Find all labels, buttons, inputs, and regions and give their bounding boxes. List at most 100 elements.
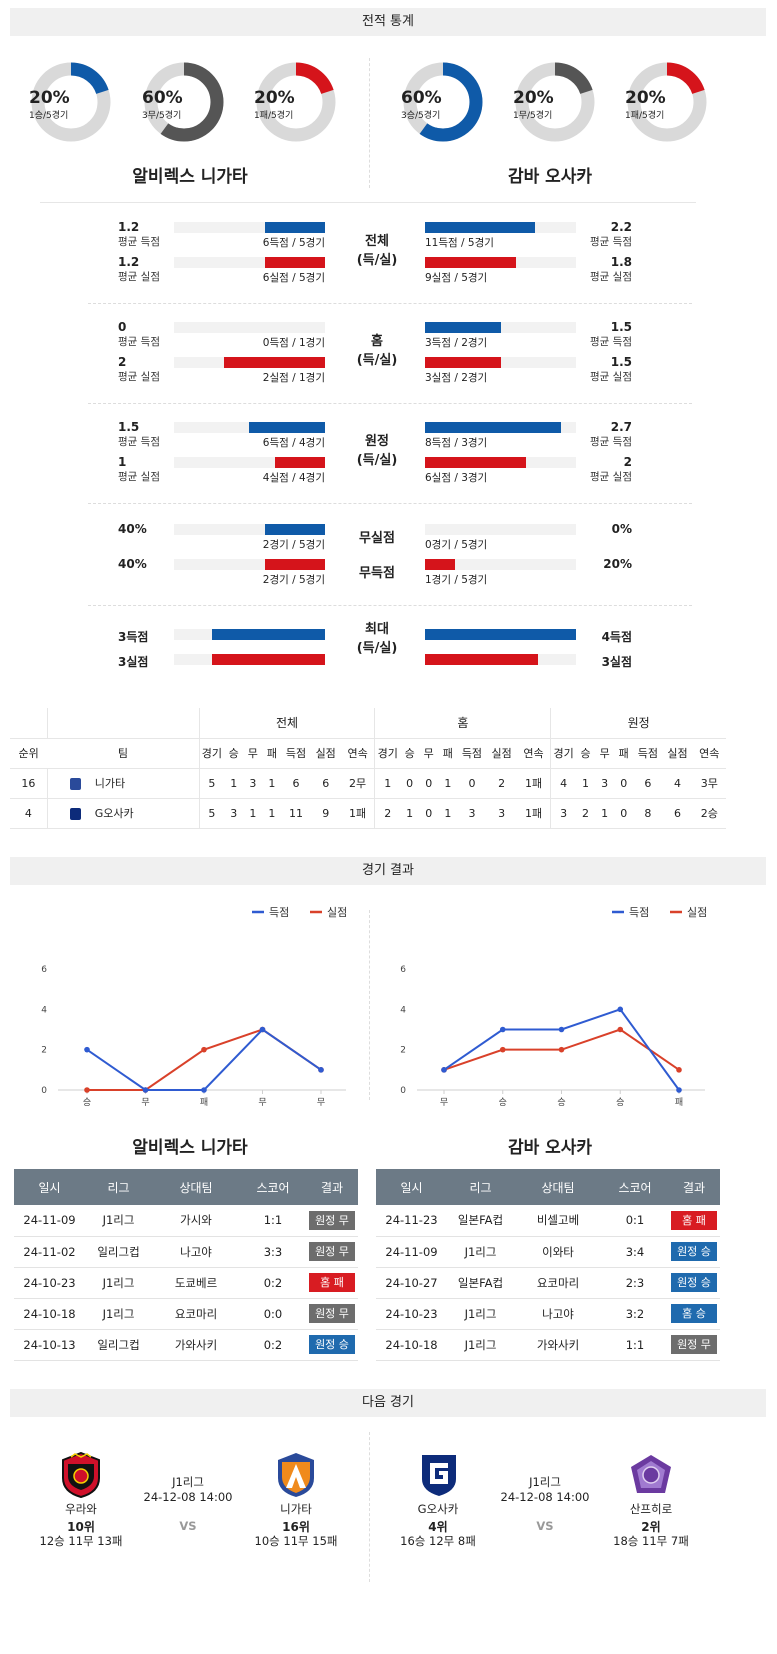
- team-cell[interactable]: 니가타: [47, 768, 200, 799]
- results-cell: 0:2: [240, 1267, 306, 1299]
- home-team-rank: 10위: [67, 1520, 95, 1534]
- bar-track: [174, 322, 325, 333]
- urawa-crest-icon: [62, 1452, 100, 1498]
- standings-header: 무: [595, 738, 615, 769]
- results-header: 상대팀: [152, 1169, 240, 1205]
- left-stat-label: 평균 득점: [118, 236, 160, 248]
- results-section-title: 경기 결과: [10, 857, 766, 885]
- vs-label: VS: [179, 1519, 197, 1533]
- y-tick-label: 2: [41, 1046, 47, 1056]
- next-league: J1리그: [529, 1475, 561, 1489]
- results-cell: 24-11-09: [376, 1236, 447, 1268]
- away-team-record: 18승 11무 7패: [613, 1534, 689, 1548]
- donut-subtitle: 3승/5경기: [401, 111, 441, 121]
- results-row[interactable]: 24-11-02 일리그컵 나고야 3:3 원정 무: [14, 1236, 358, 1268]
- result-badge: 원정 승: [671, 1273, 717, 1292]
- results-cell: 24-11-02: [14, 1236, 85, 1268]
- standings-header: 연속: [340, 738, 376, 769]
- x-tick-label: 승: [83, 1097, 91, 1108]
- standings-cell: 1: [374, 768, 401, 799]
- left-bar-caption: 2경기 / 5경기: [262, 539, 325, 551]
- results-header: 일시: [14, 1169, 85, 1205]
- results-cell: 일본FA컵: [447, 1267, 514, 1299]
- y-tick-label: 6: [41, 965, 47, 975]
- left-stat-bar: [212, 654, 325, 665]
- data-point: [259, 1026, 266, 1033]
- right-stat-label: 평균 득점: [590, 336, 632, 348]
- data-point: [499, 1026, 506, 1033]
- team-name: G오사카: [94, 807, 134, 820]
- right-team-name: 감바 오사카: [507, 167, 593, 187]
- results-cell: J1리그: [85, 1267, 152, 1299]
- results-cell: 24-10-23: [376, 1298, 447, 1330]
- data-point: [201, 1087, 207, 1093]
- standings-table: 전체 홈 원정 순위 팀 경기 승 무 패 득점 실점 연속 경기 승 무 패 득점 실점 연속 경기 승 무 패 득점…: [10, 708, 726, 829]
- standings-cell: 3: [457, 798, 487, 829]
- standings-cell: 1: [243, 798, 263, 829]
- results-cell: 24-10-27: [376, 1267, 447, 1299]
- data-point: [84, 1087, 90, 1093]
- home-team-name: 우라와: [65, 1502, 97, 1516]
- away-team-name: 산프히로: [629, 1502, 673, 1516]
- results-row[interactable]: 24-11-23 일본FA컵 비셀고베 0:1 홈 패: [376, 1205, 720, 1237]
- data-point: [676, 1087, 682, 1093]
- standings-cell: 2: [486, 768, 517, 799]
- result-badge: 원정 승: [671, 1242, 717, 1261]
- results-cell: 일리그컵: [85, 1329, 152, 1361]
- donut-percent: 20%: [29, 88, 70, 108]
- data-point: [441, 1067, 447, 1073]
- results-cell: 3:2: [602, 1298, 668, 1330]
- standings-cell: 6: [633, 768, 663, 799]
- away-team-record: 10승 11무 15패: [254, 1534, 338, 1548]
- compare-label: 최대: [365, 622, 389, 637]
- standings-row[interactable]: 4 G오사카 5 3 1 1 11 9 1패 2 1 0 1 3 3 1패 3 2 1 0 8 6 2승: [10, 798, 726, 829]
- right-stat-bar: [425, 357, 501, 368]
- y-tick-label: 6: [400, 965, 406, 975]
- results-row[interactable]: 24-10-18 J1리그 요코마리 0:0 원정 무: [14, 1298, 358, 1330]
- standings-row[interactable]: 16 니가타 5 1 3 1 6 6 2무 1 0 0 1 0 2 1패 4 1 3 0 6 4 3무: [10, 768, 726, 799]
- right-stat-value: 1.8: [610, 255, 632, 269]
- donut-percent: 20%: [625, 88, 666, 108]
- y-tick-label: 0: [41, 1086, 47, 1096]
- results-row[interactable]: 24-10-13 일리그컵 가와사키 0:2 원정 승: [14, 1329, 358, 1361]
- result-badge: 원정 승: [309, 1335, 355, 1354]
- left-stat-bar: [275, 457, 325, 468]
- donut-subtitle: 1무/5경기: [513, 111, 553, 121]
- win-rate-donut: 20% 1패/5경기: [254, 60, 338, 144]
- results-row[interactable]: 24-11-09 J1리그 가시와 1:1 원정 무: [14, 1205, 358, 1237]
- left-stat-value: 40%: [118, 522, 147, 536]
- standings-cell: 6: [310, 768, 341, 799]
- right-stat-bar: [425, 457, 526, 468]
- results-cell: 24-10-13: [14, 1329, 85, 1361]
- results-row[interactable]: 24-10-18 J1리그 가와사키 1:1 원정 무: [376, 1329, 720, 1361]
- results-cell: J1리그: [85, 1298, 152, 1330]
- left-stat-value: 40%: [118, 557, 147, 571]
- results-cell: 도쿄베르: [152, 1267, 240, 1299]
- standings-cell: 5: [199, 768, 225, 799]
- standings-header: 승: [575, 738, 596, 769]
- results-cell: 1:1: [602, 1329, 668, 1361]
- results-row[interactable]: 24-10-27 일본FA컵 요코마리 2:3 원정 승: [376, 1267, 720, 1299]
- results-row[interactable]: 24-11-09 J1리그 이와타 3:4 원정 승: [376, 1236, 720, 1268]
- results-cell: 원정 무: [306, 1205, 358, 1237]
- team-cell[interactable]: G오사카: [47, 798, 200, 829]
- donut-ring: [627, 62, 707, 142]
- left-stat-bar: [249, 422, 325, 433]
- home-team-rank: 4위: [428, 1520, 448, 1534]
- standings-cell: 4: [10, 798, 48, 829]
- result-badge: 홈 승: [671, 1304, 717, 1323]
- left-stat-bar: [265, 559, 325, 570]
- bar-track: [174, 524, 325, 535]
- right-stat-label: 평균 실점: [590, 371, 632, 383]
- bar-track: [174, 457, 325, 468]
- results-row[interactable]: 24-10-23 J1리그 나고야 3:2 홈 승: [376, 1298, 720, 1330]
- results-header: 스코어: [240, 1169, 306, 1205]
- standings-cell: 3: [550, 798, 576, 829]
- y-tick-label: 4: [41, 1005, 47, 1015]
- donut-subtitle: 3무/5경기: [142, 111, 182, 121]
- left-bar-caption: 6득점 / 4경기: [262, 437, 325, 449]
- home-team-record: 16승 12무 8패: [400, 1534, 476, 1548]
- compare-label: 무득점: [359, 566, 395, 581]
- results-row[interactable]: 24-10-23 J1리그 도쿄베르 0:2 홈 패: [14, 1267, 358, 1299]
- standings-header: 실점: [486, 738, 517, 769]
